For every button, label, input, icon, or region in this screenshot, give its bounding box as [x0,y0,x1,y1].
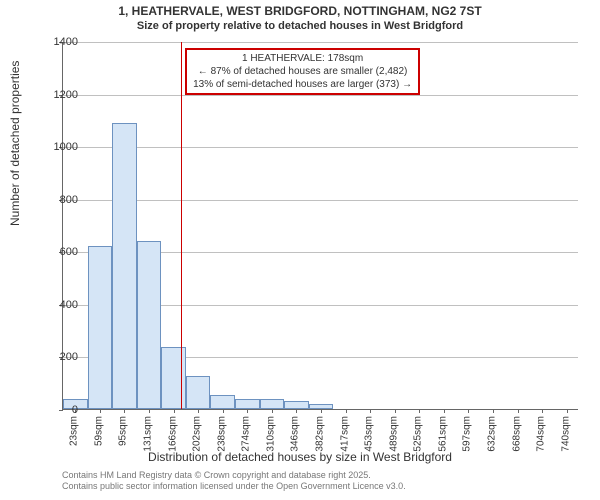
marker-line [181,42,182,409]
xtick-mark [542,409,543,413]
chart-footer: Contains HM Land Registry data © Crown c… [62,470,406,492]
xtick-mark [346,409,347,413]
gridline [63,147,578,148]
xtick-mark [247,409,248,413]
ytick-label: 1000 [38,141,78,153]
xtick-label: 166sqm [167,416,178,452]
xtick-label: 382sqm [315,416,326,452]
xtick-mark [174,409,175,413]
xtick-mark [198,409,199,413]
xtick-label: 346sqm [290,416,301,452]
histogram-bar [260,399,285,410]
chart-title-line1: 1, HEATHERVALE, WEST BRIDGFORD, NOTTINGH… [0,0,600,20]
gridline [63,42,578,43]
ytick-label: 0 [38,404,78,416]
xtick-label: 274sqm [241,416,252,452]
xtick-label: 238sqm [216,416,227,452]
xtick-mark [149,409,150,413]
callout-box: 1 HEATHERVALE: 178sqm← 87% of detached h… [185,48,420,95]
plot-container: 1 HEATHERVALE: 178sqm← 87% of detached h… [62,42,578,410]
x-axis-label: Distribution of detached houses by size … [0,450,600,464]
xtick-mark [223,409,224,413]
ytick-label: 600 [38,246,78,258]
xtick-mark [296,409,297,413]
ytick-label: 1200 [38,89,78,101]
plot-area: 1 HEATHERVALE: 178sqm← 87% of detached h… [62,42,578,410]
callout-line: ← 87% of detached houses are smaller (2,… [193,65,412,78]
xtick-mark [395,409,396,413]
ytick-label: 200 [38,351,78,363]
xtick-label: 23sqm [69,416,80,446]
xtick-mark [493,409,494,413]
xtick-label: 59sqm [93,416,104,446]
xtick-label: 131sqm [143,416,154,452]
xtick-label: 561sqm [437,416,448,452]
xtick-label: 597sqm [462,416,473,452]
histogram-bar [210,395,235,409]
gridline [63,200,578,201]
xtick-label: 489sqm [388,416,399,452]
xtick-mark [518,409,519,413]
xtick-label: 95sqm [118,416,129,446]
chart-title-line2: Size of property relative to detached ho… [0,20,600,32]
xtick-label: 417sqm [339,416,350,452]
xtick-label: 668sqm [511,416,522,452]
histogram-bar [235,399,260,410]
xtick-mark [444,409,445,413]
xtick-mark [272,409,273,413]
xtick-mark [370,409,371,413]
histogram-bar [137,241,162,409]
y-axis-label: Number of detached properties [8,61,22,226]
footer-line1: Contains HM Land Registry data © Crown c… [62,470,406,481]
xtick-mark [567,409,568,413]
callout-line: 13% of semi-detached houses are larger (… [193,78,412,91]
xtick-mark [321,409,322,413]
xtick-mark [124,409,125,413]
xtick-label: 310sqm [265,416,276,452]
xtick-mark [468,409,469,413]
xtick-label: 740sqm [560,416,571,452]
ytick-label: 1400 [38,36,78,48]
xtick-mark [100,409,101,413]
xtick-label: 453sqm [364,416,375,452]
histogram-bar [112,123,137,410]
ytick-label: 400 [38,299,78,311]
histogram-bar [161,347,186,409]
histogram-bar [88,246,113,409]
callout-line: 1 HEATHERVALE: 178sqm [193,52,412,65]
xtick-label: 202sqm [192,416,203,452]
histogram-bar [284,401,309,409]
xtick-label: 525sqm [413,416,424,452]
ytick-label: 800 [38,194,78,206]
histogram-bar [186,376,211,409]
xtick-label: 704sqm [536,416,547,452]
xtick-label: 632sqm [487,416,498,452]
footer-line2: Contains public sector information licen… [62,481,406,492]
xtick-mark [419,409,420,413]
